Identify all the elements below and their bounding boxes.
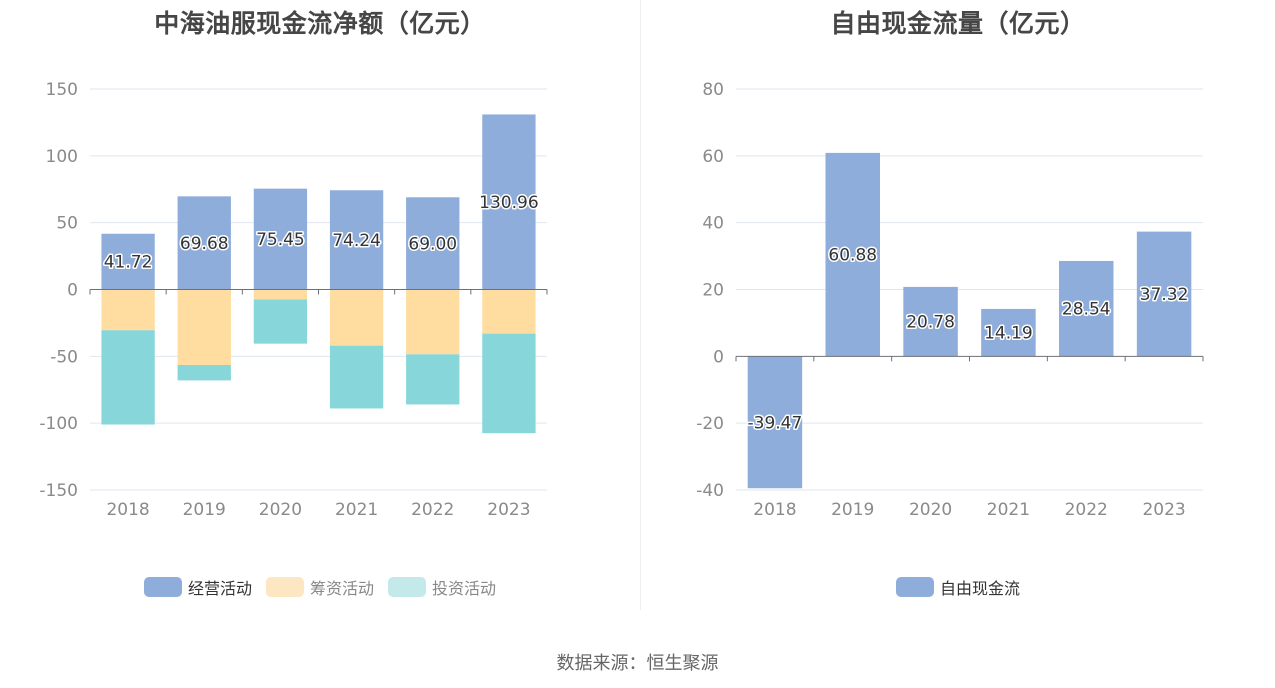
bar-series-1 — [329, 289, 384, 346]
bar-value-label: 60.88 — [828, 246, 877, 266]
x-tick-label: 2018 — [753, 500, 796, 520]
chart-title: 自由现金流量（亿元） — [830, 9, 1086, 38]
bar-value-label: 20.78 — [906, 313, 955, 333]
bar-value-label: 75.45 — [256, 230, 305, 250]
legend-swatch — [895, 577, 934, 597]
x-tick-label: 2019 — [831, 500, 874, 520]
bar-series-1 — [253, 289, 308, 300]
x-tick-label: 2022 — [411, 500, 454, 520]
bar-series-1 — [482, 289, 536, 334]
bar-primary — [981, 308, 1036, 357]
x-tick-label: 2023 — [487, 500, 530, 520]
free-cashflow-chart-plot: 80 60 40 20 0 -20 -40 2018 2019 2020 2021 2022 2023 -… — [696, 80, 1204, 520]
y-tick-label: 80 — [702, 80, 724, 100]
legend-swatch — [265, 577, 304, 597]
y-tick-label: -150 — [39, 481, 78, 501]
x-tick-label: 2023 — [1142, 500, 1185, 520]
y-tick-label: 20 — [702, 281, 724, 301]
legend-label: 自由现金流 — [939, 579, 1020, 598]
bar-value-label: 28.54 — [1062, 300, 1111, 320]
bar-primary — [177, 196, 231, 290]
legend-item-investing[interactable]: 投资活动 — [388, 575, 496, 599]
x-tick-label: 2018 — [106, 500, 149, 520]
bar-series-2 — [406, 354, 460, 405]
y-tick-label: 100 — [46, 147, 78, 167]
panel-divider — [640, 0, 641, 610]
y-tick-label: -40 — [696, 481, 724, 501]
cashflow-chart-plot: 150 100 50 0 -50 -100 -150 2018 2019 2020 2021 2022… — [39, 80, 548, 520]
chart-legend: 经营活动 筹资活动 投资活动 — [0, 575, 640, 599]
bar-primary — [903, 286, 958, 357]
bar-primary — [329, 190, 384, 290]
y-tick-label: 150 — [46, 80, 78, 100]
x-tick-label: 2021 — [987, 500, 1030, 520]
legend-item-financing[interactable]: 筹资活动 — [265, 575, 374, 599]
y-tick-label: 40 — [702, 214, 724, 234]
legend-swatch — [143, 577, 182, 597]
bar-primary — [747, 356, 803, 489]
bar-value-label: -39.47 — [748, 413, 803, 433]
y-tick-label: 0 — [67, 281, 78, 301]
bar-primary — [825, 152, 880, 357]
bar-series-2 — [101, 330, 155, 425]
bar-primary — [1059, 260, 1114, 357]
legend-swatch — [388, 577, 426, 597]
bar-primary — [1136, 231, 1192, 357]
y-tick-label: -20 — [696, 414, 724, 434]
bar-primary — [482, 114, 536, 290]
x-tick-label: 2020 — [909, 500, 952, 520]
legend-label: 投资活动 — [432, 579, 497, 598]
y-tick-label: 60 — [702, 147, 724, 167]
bar-value-label: 37.32 — [1140, 285, 1189, 305]
x-tick-label: 2019 — [183, 500, 226, 520]
bar-series-1 — [406, 289, 460, 355]
bar-series-2 — [177, 365, 231, 381]
legend-label: 筹资活动 — [309, 579, 374, 598]
bar-series-1 — [101, 289, 155, 331]
free-cashflow-chart-panel: 自由现金流量（亿元） 80 60 40 20 0 -20 -40 2018 2019 2020 20… — [641, 0, 1275, 610]
bar-series-1 — [177, 289, 231, 366]
legend-item-operating[interactable]: 经营活动 — [143, 575, 252, 599]
x-tick-label: 2020 — [259, 500, 302, 520]
cashflow-chart-panel: 中海油服现金流净额（亿元） 150 100 50 0 -50 -100 -150 2018 20… — [0, 0, 640, 610]
bar-series-2 — [329, 345, 384, 409]
x-tick-label: 2022 — [1065, 500, 1108, 520]
y-tick-label: 0 — [713, 347, 724, 367]
legend-item-free-cashflow[interactable]: 自由现金流 — [895, 575, 1020, 599]
bar-value-label: 69.00 — [408, 234, 457, 254]
bar-series-2 — [482, 333, 536, 434]
legend-label: 经营活动 — [187, 579, 252, 598]
chart-legend: 自由现金流 — [641, 575, 1275, 599]
bar-value-label: 69.68 — [180, 234, 229, 254]
bar-primary — [101, 233, 155, 290]
bar-primary — [406, 197, 460, 290]
chart-title: 中海油服现金流净额（亿元） — [154, 9, 486, 38]
bar-series-2 — [253, 299, 308, 344]
bar-value-label: 14.19 — [984, 324, 1033, 344]
bar-value-label: 74.24 — [332, 231, 381, 251]
x-tick-label: 2021 — [335, 500, 378, 520]
bar-value-label: 130.96 — [479, 193, 538, 213]
data-source-note: 数据来源：恒生聚源 — [556, 653, 719, 674]
y-tick-label: 50 — [56, 214, 78, 234]
y-tick-label: -100 — [39, 414, 78, 434]
bar-primary — [253, 188, 308, 290]
bar-value-label: 41.72 — [104, 253, 153, 273]
y-tick-label: -50 — [50, 347, 78, 367]
